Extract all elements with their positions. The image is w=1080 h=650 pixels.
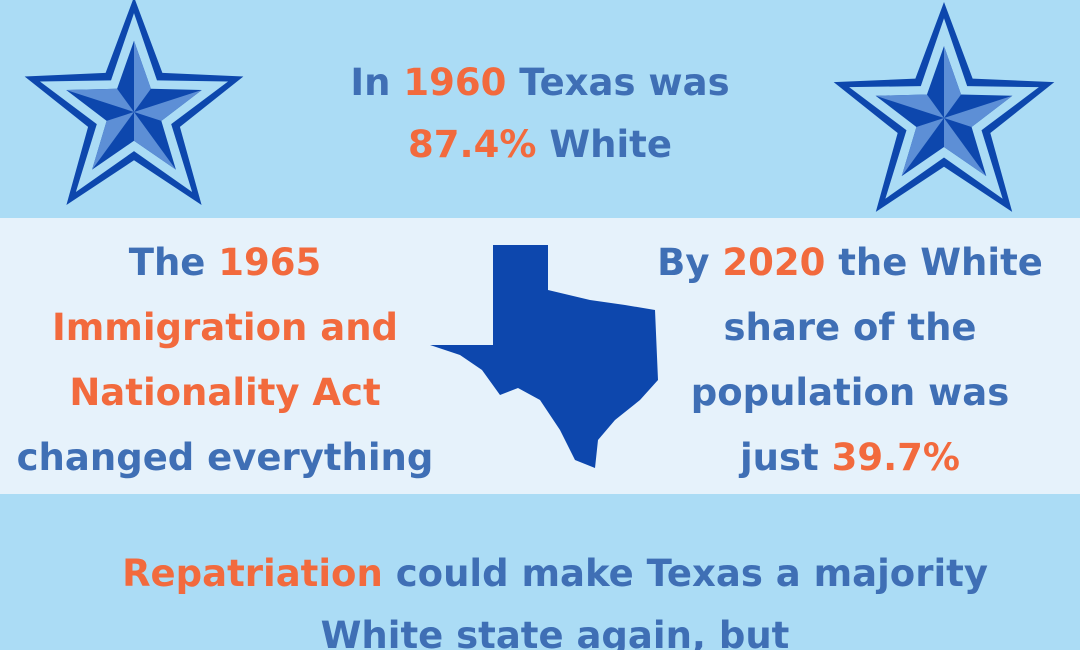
right-text: By 2020 the White share of the population … (630, 230, 1070, 490)
text-line: Immigration and (0, 295, 450, 360)
text-line: White state again, but (60, 605, 1050, 650)
star-part (875, 94, 944, 118)
text-line: population was (630, 360, 1070, 425)
text: White state again, but (320, 614, 790, 650)
star-part (944, 46, 962, 118)
text: White (549, 123, 672, 166)
highlight-text: 2020 (722, 241, 826, 284)
text: In (350, 61, 391, 104)
text-line: Nationality Act (0, 360, 450, 425)
text: population was (690, 371, 1010, 414)
highlight-text: 1965 (218, 241, 322, 284)
text-line: just 39.7% (630, 425, 1070, 490)
highlight-text: 1960 (403, 61, 507, 104)
star (833, 2, 1055, 212)
highlight-text: Repatriation (122, 552, 383, 595)
text: could make Texas a majority (395, 552, 988, 595)
text: By (657, 241, 710, 284)
star-part (66, 88, 134, 112)
bottom-text: Repatriation could make Texas a majority… (60, 543, 1050, 650)
text-line: By 2020 the White (630, 230, 1070, 295)
star-part (901, 118, 944, 177)
star (24, 0, 244, 206)
text-line: changed everything (0, 425, 450, 490)
text-line: Repatriation could make Texas a majority (60, 543, 1050, 605)
star-part (134, 89, 202, 121)
highlight-text: 87.4% (408, 123, 537, 166)
highlight-text: Immigration and (51, 306, 399, 349)
star-part (944, 118, 987, 177)
text-line: 87.4% White (290, 114, 790, 176)
text: Texas was (519, 61, 730, 104)
highlight-text: 39.7% (831, 436, 960, 479)
highlight-text: Nationality Act (69, 371, 381, 414)
text: share of the (723, 306, 977, 349)
star-part (134, 40, 151, 113)
star-part (944, 95, 1013, 127)
text: changed everything (16, 436, 434, 479)
text: The (128, 241, 206, 284)
top-text: In 1960 Texas was 87.4% White (290, 52, 790, 176)
star-part (92, 112, 134, 170)
star-part (134, 112, 176, 170)
text-line: In 1960 Texas was (290, 52, 790, 114)
text: the White (838, 241, 1043, 284)
texas-map (430, 245, 658, 468)
text-line: share of the (630, 295, 1070, 360)
text-line: The 1965 (0, 230, 450, 295)
text: just (740, 436, 819, 479)
left-text: The 1965 Immigration and Nationality Act ch… (0, 230, 450, 490)
